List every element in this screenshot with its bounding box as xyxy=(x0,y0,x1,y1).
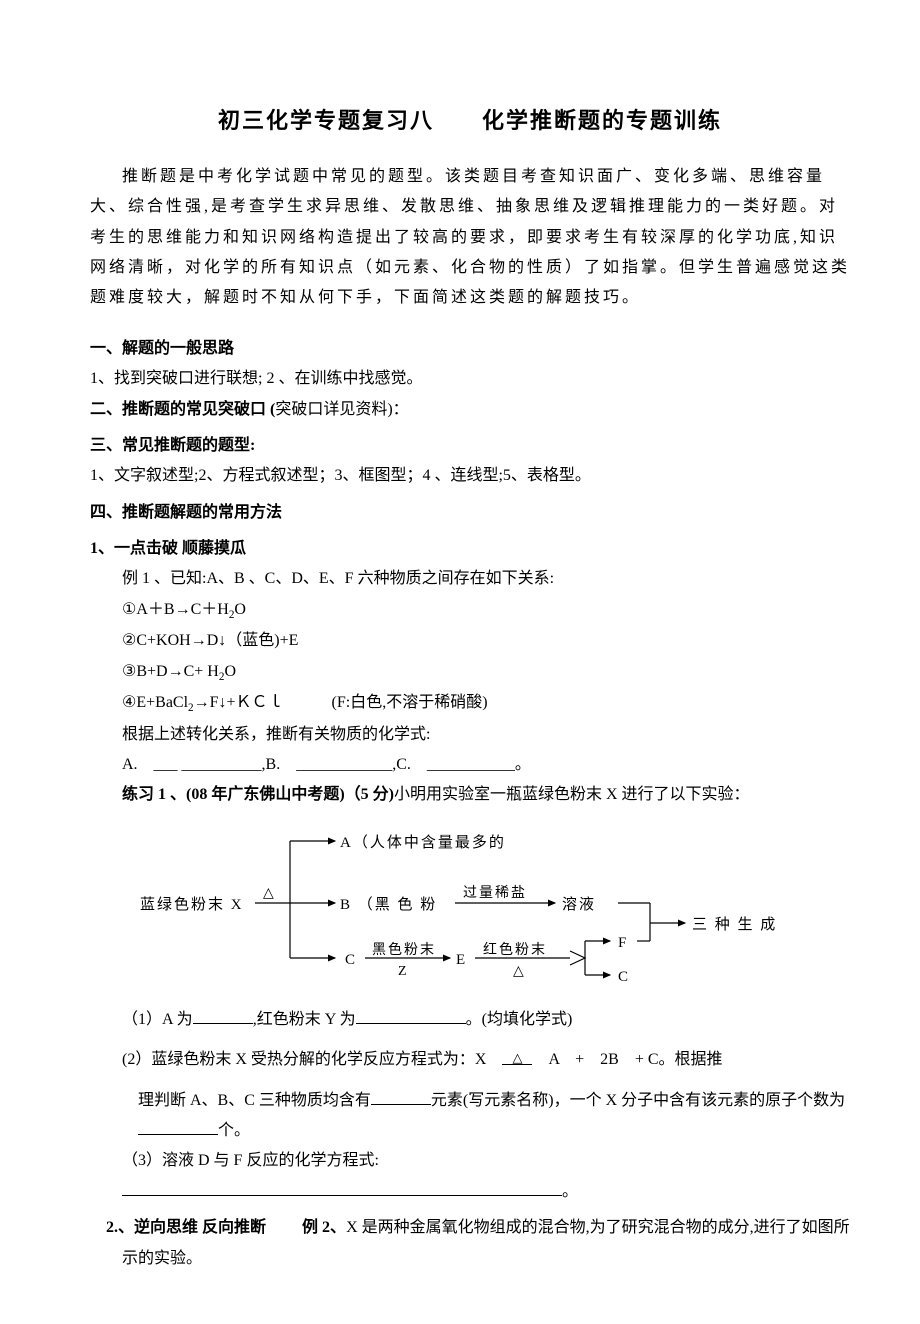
page-title: 初三化学专题复习八 化学推断题的专题训练 xyxy=(90,100,850,142)
q1b: ,红色粉末 Y 为 xyxy=(253,1011,356,1028)
section-3-head: 三、常见推断题的题型: xyxy=(90,431,850,461)
section-2-head: 二、推断题的常见突破口 (突破口详见资料)： xyxy=(90,395,850,425)
example-1-reaction-3: ③B+D→C+ H2O xyxy=(90,657,850,688)
example-1-conclusion: 根据上述转化关系，推断有关物质的化学式: xyxy=(90,720,850,750)
blank-q1-2 xyxy=(356,1007,466,1024)
d-a: A（人体中含量最多的 xyxy=(340,829,506,858)
d-x: 蓝绿色粉末 X xyxy=(140,891,244,920)
section-2-head-b: 突破口详见资料)： xyxy=(275,401,408,418)
section-4-head: 四、推断题解题的常用方法 xyxy=(90,498,850,528)
example-1-intro: 例 1 、已知:A、B 、C、D、E、F 六种物质之间存在如下关系: xyxy=(90,564,850,594)
practice-1-head: 练习 1 、(08 年广东佛山中考题)（5 分) xyxy=(122,786,394,803)
r3b: O xyxy=(224,663,236,680)
blank-q1-1 xyxy=(193,1007,253,1024)
d-f: F xyxy=(618,929,628,958)
q1c: 。(均填化学式) xyxy=(466,1011,573,1028)
section-3-body: 1、文字叙述型;2、方程式叙述型；3、框图型；4 、连线型;5、表格型。 xyxy=(90,461,850,491)
q2e: 个。 xyxy=(218,1122,250,1139)
example-1-reaction-2: ②C+KOH→D↓（蓝色)+E xyxy=(90,626,850,656)
example-2-tail: 示的实验。 xyxy=(90,1244,850,1274)
d-c2: C xyxy=(618,963,630,992)
q1a: （1）A 为 xyxy=(122,1011,193,1028)
intro-paragraph: 推断题是中考化学试题中常见的题型。该类题目考查知识面广、变化多端、思维容量大、综… xyxy=(90,162,850,314)
section-2-head-a: 二、推断题的常见突破口 ( xyxy=(90,401,275,418)
d-tri-1: △ xyxy=(263,881,276,908)
question-3: （3）溶液 D 与 F 反应的化学方程式: xyxy=(90,1146,850,1176)
r4a: ④E+BaCl xyxy=(122,694,188,711)
d-e: E xyxy=(456,946,467,975)
question-2-line1: (2）蓝绿色粉末 X 受热分解的化学反应方程式为：X △ A + 2B + C。… xyxy=(90,1045,850,1075)
delta-arrow: △ xyxy=(502,1051,532,1065)
q2a: (2）蓝绿色粉末 X 受热分解的化学反应方程式为：X xyxy=(122,1051,502,1068)
blank-q3 xyxy=(122,1179,562,1196)
q2b: A + 2B + C。根据推 xyxy=(532,1051,722,1068)
practice-1-body: 小明用实验室一瓶蓝绿色粉末 X 进行了以下实验： xyxy=(394,786,750,803)
d-b2: 过量稀盐 xyxy=(463,881,527,908)
example-1-answers: A. ___ __________,B. ____________,C. ___… xyxy=(90,750,850,780)
d-b3: 溶液 xyxy=(562,891,596,920)
section-1-head: 一、解题的一般思路 xyxy=(90,334,850,364)
question-1: （1）A 为 ,红色粉末 Y 为 。(均填化学式) xyxy=(90,1005,850,1035)
r4b: →F↓+ＫＣｌ (F:白色,不溶于稀硝酸) xyxy=(194,694,488,711)
d-c: C xyxy=(345,946,357,975)
r1a: ①A＋B→C＋H xyxy=(122,601,229,618)
d-z2: Z xyxy=(398,959,409,986)
example-1-reaction-1: ①A＋B→C＋H2O xyxy=(90,595,850,626)
r1b: O xyxy=(234,601,246,618)
blank-q2-2 xyxy=(138,1118,218,1135)
example-2-body: X 是两种金属氧化物组成的混合物,为了研究混合物的成分,进行了如图所 xyxy=(346,1219,850,1236)
method-2-line: 2.、逆向思维 反向推断 例 2、X 是两种金属氧化物组成的混合物,为了研究混合… xyxy=(90,1213,850,1243)
q2d: 元素(写元素名称)，一个 X 分子中含有该元素的原子个数为 xyxy=(431,1092,845,1109)
section-1-body: 1、找到突破口进行联想; 2 、在训练中找感觉。 xyxy=(90,364,850,394)
example-1-reaction-4: ④E+BaCl2→F↓+ＫＣｌ (F:白色,不溶于稀硝酸) xyxy=(90,688,850,719)
method-2-head: 2.、逆向思维 反向推断 xyxy=(106,1219,266,1236)
flow-diagram: 蓝绿色粉末 X △ A（人体中含量最多的 B （黑 色 粉 过量稀盐 溶液 C … xyxy=(140,823,850,993)
question-3-blank-line: 。 xyxy=(90,1177,850,1207)
d-three: 三 种 生 成 xyxy=(692,911,777,940)
blank-q2-1 xyxy=(371,1088,431,1105)
d-tri-2: △ xyxy=(513,959,526,986)
practice-1: 练习 1 、(08 年广东佛山中考题)（5 分)小明用实验室一瓶蓝绿色粉末 X … xyxy=(90,780,850,810)
question-2-line2: 理判断 A、B、C 三种物质均含有 元素(写元素名称)，一个 X 分子中含有该元素… xyxy=(90,1086,850,1147)
q2c: 理判断 A、B、C 三种物质均含有 xyxy=(138,1092,371,1109)
method-1-head: 1、一点击破 顺藤摸瓜 xyxy=(90,534,850,564)
r3a: ③B+D→C+ H xyxy=(122,663,219,680)
d-b1: B （黑 色 粉 xyxy=(340,891,437,920)
example-2-head: 例 2、 xyxy=(302,1219,346,1236)
